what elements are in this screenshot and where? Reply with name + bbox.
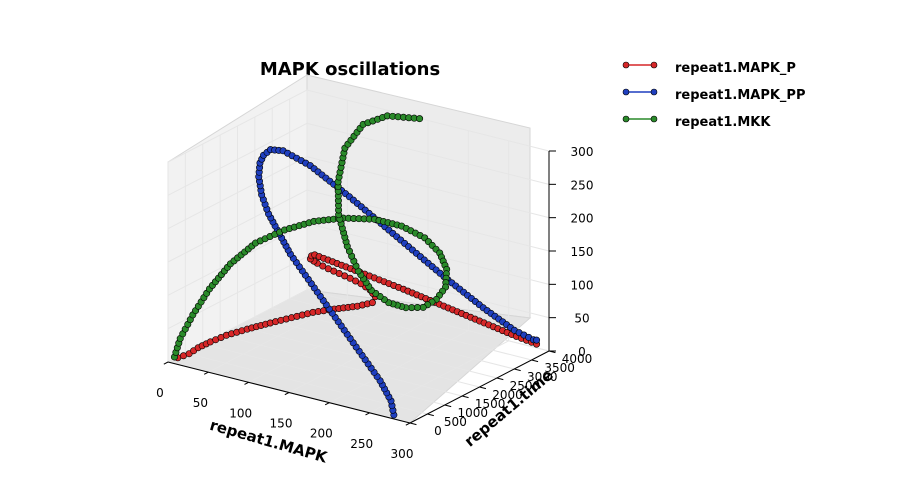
data-point	[533, 336, 541, 344]
data-point	[413, 303, 421, 311]
x-tick	[405, 422, 411, 426]
y-tick	[409, 422, 417, 426]
z-tick-label: 100	[571, 278, 594, 292]
series-repeat1-mapk-p	[174, 251, 541, 362]
chart-title: MAPK oscillations	[260, 59, 440, 80]
y-tick	[427, 413, 434, 417]
x-tick-label: 200	[310, 427, 333, 441]
y-tick	[462, 395, 469, 399]
z-tick-label: 150	[571, 245, 594, 259]
data-point	[416, 115, 424, 123]
legend-item-mapk-pp: repeat1.MAPK_PP	[622, 88, 805, 103]
y-tick	[531, 359, 539, 363]
y-tick-label: 2000	[492, 388, 523, 402]
z-tick-label: 250	[571, 178, 594, 192]
legend-marker-mkk	[650, 115, 658, 123]
y-tick-label: 3500	[544, 361, 575, 375]
y-tick-label: 1000	[457, 406, 488, 420]
x-tick	[203, 371, 209, 375]
x-tick-label: 150	[270, 417, 293, 431]
x-tick-label: 0	[156, 386, 164, 400]
series-repeat1-mkk	[170, 112, 451, 361]
y-tick-label: 2500	[510, 379, 541, 393]
y-tick-label: 4000	[562, 352, 593, 366]
z-tick-label: 200	[571, 212, 594, 226]
y-tick-label: 1500	[475, 397, 506, 411]
data-point	[319, 262, 327, 270]
z-grid-line	[167, 89, 550, 163]
data-point	[324, 265, 332, 273]
y-tick-label: 0	[434, 424, 442, 438]
legend-label-mapk-p: repeat1.MAPK_P	[675, 61, 796, 76]
legend-marker-mapk-pp	[650, 88, 658, 96]
z-grid-line	[167, 156, 550, 230]
x-tick	[244, 381, 249, 385]
legend-marker-mkk	[622, 115, 630, 123]
x-tick	[324, 402, 330, 406]
tick-labels: 0501001502002503000500100015002000250030…	[156, 145, 593, 461]
legend: repeat1.MAPK_P repeat1.MAPK_PP repeat1.M…	[622, 61, 805, 130]
data-point	[408, 304, 416, 312]
legend-label-mkk: repeat1.MKK	[675, 115, 771, 130]
legend-marker-mapk-pp	[622, 88, 630, 96]
z-tick-label: 300	[571, 145, 594, 159]
y-tick	[479, 386, 487, 390]
x-tick	[163, 361, 169, 365]
legend-item-mapk-p: repeat1.MAPK_P	[622, 61, 796, 76]
data-point	[368, 299, 376, 307]
x-tick	[284, 392, 290, 396]
legend-marker-mapk-p	[622, 61, 630, 69]
x-tick-label: 250	[350, 437, 373, 451]
z-grid-line	[167, 189, 550, 263]
axis-edge	[167, 361, 411, 424]
z-tick-label: 50	[574, 312, 589, 326]
x-tick-label: 100	[229, 406, 252, 420]
x-tick-label: 50	[193, 396, 208, 410]
data-point	[419, 303, 427, 311]
y-tick-label: 3000	[527, 370, 558, 384]
y-tick-label: 500	[444, 415, 467, 429]
x-tick-label: 300	[391, 447, 414, 461]
y-tick	[496, 377, 504, 381]
z-tick-label: 0	[578, 345, 586, 359]
legend-label-mapk-pp: repeat1.MAPK_PP	[675, 88, 805, 103]
series-layer	[170, 112, 541, 419]
y-tick	[444, 404, 452, 408]
y-tick	[514, 368, 521, 372]
axis-ticks	[163, 150, 556, 426]
axis-edge	[409, 350, 550, 424]
x-tick	[365, 412, 370, 416]
data-point	[352, 277, 360, 285]
z-grid-line	[167, 122, 550, 196]
legend-item-mkk: repeat1.MKK	[622, 115, 771, 130]
legend-marker-mapk-p	[650, 61, 658, 69]
